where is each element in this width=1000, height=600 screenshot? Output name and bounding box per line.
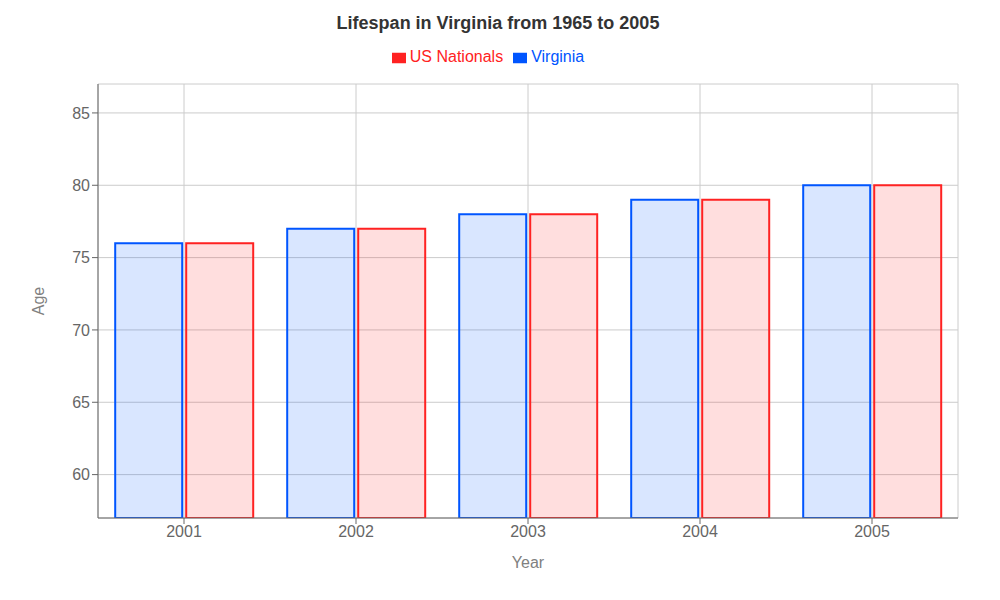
html-text:Virginia: Virginia (531, 48, 585, 65)
html-text:Lifespan in Virginia from 1965: Lifespan in Virginia from 1965 to 2005 (336, 13, 660, 33)
svg-text:2002: 2002 (338, 523, 374, 540)
svg-text:2005: 2005 (854, 523, 890, 540)
svg-text:60: 60 (72, 466, 90, 483)
svg-text:65: 65 (72, 394, 90, 411)
svg-text:70: 70 (72, 322, 90, 339)
svg-text:2001: 2001 (166, 523, 202, 540)
svg-text:Year: Year (512, 554, 545, 571)
svg-text:Age: Age (30, 287, 47, 316)
svg-text:2004: 2004 (682, 523, 718, 540)
html-text:US Nationals: US Nationals (409, 48, 504, 65)
svg-text:75: 75 (72, 249, 90, 266)
svg-text:80: 80 (72, 177, 90, 194)
svg-text:85: 85 (72, 105, 90, 122)
svg-text:2003: 2003 (510, 523, 546, 540)
